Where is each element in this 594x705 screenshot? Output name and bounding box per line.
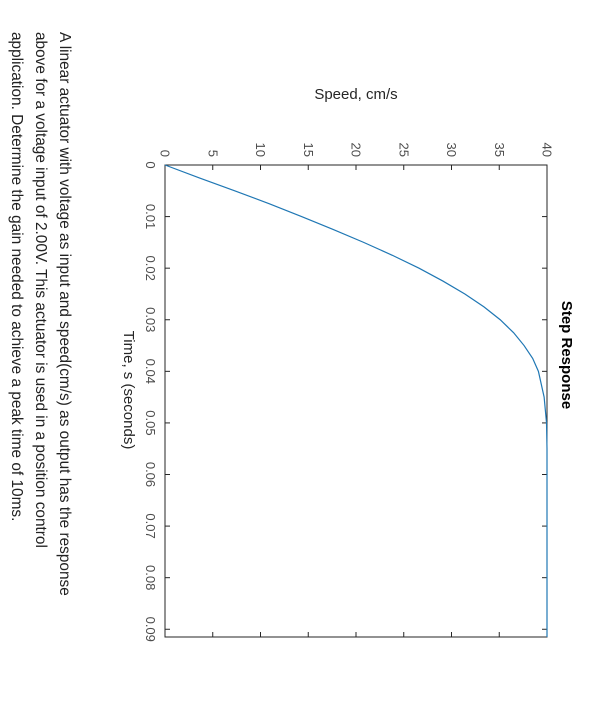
y-tick-label: 5 (205, 150, 220, 157)
x-tick-label: 0 (143, 161, 158, 168)
speed-series-line (164, 164, 548, 637)
x-tick-label: 0.09 (143, 617, 158, 642)
chart-title: Step Response (558, 301, 575, 409)
x-axis-label: Time, s (seconds) (120, 331, 137, 450)
y-tick-label: 10 (253, 143, 268, 157)
caption-line-3: application. Determine the gain needed t… (8, 32, 25, 521)
plot-area (164, 164, 548, 638)
x-tick-label: 0.02 (143, 256, 158, 281)
x-tick-label: 0.06 (143, 462, 158, 487)
step-response-chart: Step Response 00.010.020.030.040.050.060… (120, 86, 575, 642)
y-tick-label: 30 (444, 143, 459, 157)
x-tick-label: 0.01 (143, 204, 158, 229)
y-tick-label: 20 (349, 143, 364, 157)
y-tick-label: 25 (396, 143, 411, 157)
x-axis-ticks: 0 0.01 0.02 0.03 0.04 0.05 0.06 0.07 0.08 0.09 (143, 161, 547, 642)
x-tick-label: 0.07 (143, 513, 158, 538)
y-tick-label: 40 (540, 143, 555, 157)
y-axis-ticks: 0 5 10 15 20 25 30 35 40 (158, 143, 555, 637)
y-axis-label: Speed, cm/s (314, 86, 397, 103)
y-tick-label: 15 (301, 143, 316, 157)
x-tick-label: 0.04 (143, 359, 158, 384)
problem-statement: A linear actuator with voltage as input … (8, 32, 73, 596)
caption-line-1: A linear actuator with voltage as input … (56, 32, 73, 596)
x-tick-label: 0.05 (143, 410, 158, 435)
page-content: Step Response 00.010.020.030.040.050.060… (8, 32, 575, 642)
x-tick-label: 0.03 (143, 307, 158, 332)
y-tick-label: 0 (158, 150, 173, 157)
x-tick-label: 0.08 (143, 565, 158, 590)
caption-line-2: above for a voltage input of 2.00V. This… (32, 32, 49, 548)
y-tick-label: 35 (492, 143, 507, 157)
